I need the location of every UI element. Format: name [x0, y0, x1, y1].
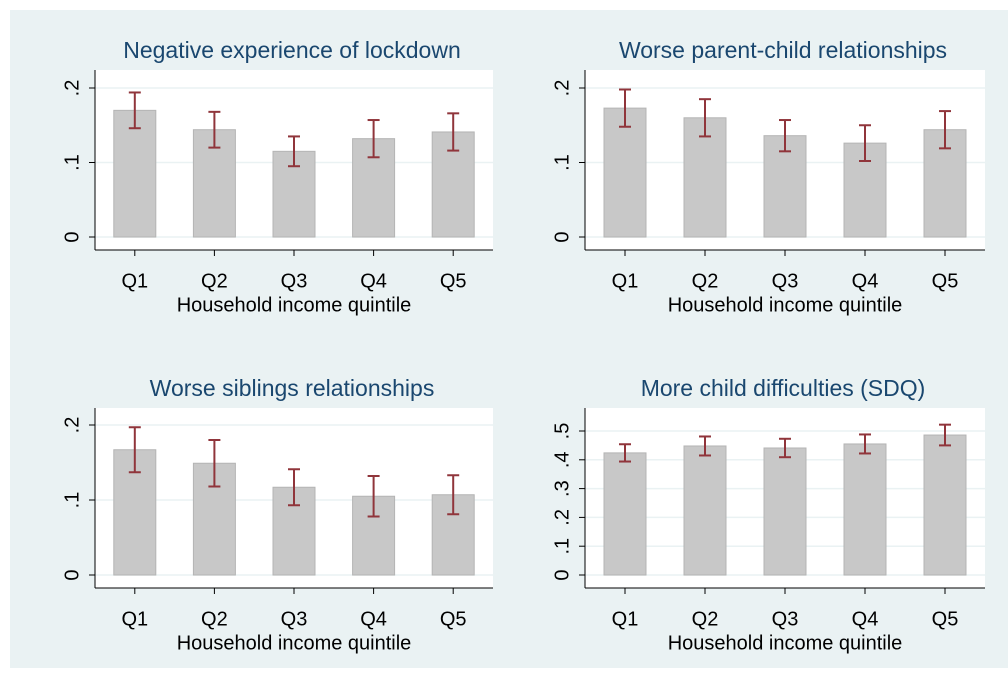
bar: [763, 135, 807, 238]
error-bar: [288, 468, 300, 507]
y-tick-label: .1: [551, 154, 573, 171]
y-tick-label: .2: [551, 509, 573, 526]
x-tick-label: Q2: [692, 608, 719, 630]
error-bar: [128, 91, 141, 130]
bar: [923, 434, 967, 576]
x-tick-label: Q5: [440, 270, 467, 292]
y-tick-label: 0: [551, 569, 573, 580]
chart-title: Worse parent-child relationships: [619, 37, 947, 63]
y-tick-label: .5: [551, 423, 573, 440]
y-tick-label: 0: [551, 231, 573, 242]
x-tick-label: Q4: [360, 270, 387, 292]
bar: [603, 452, 647, 576]
bar: [683, 117, 727, 238]
bar: [843, 142, 887, 238]
x-tick-label: Q1: [612, 270, 639, 292]
x-tick-label: Q3: [772, 270, 799, 292]
bar: [683, 445, 727, 576]
x-axis-title: Household income quintile: [177, 294, 412, 316]
chart-title: More child difficulties (SDQ): [641, 375, 926, 401]
x-tick-label: Q1: [121, 270, 148, 292]
x-tick-label: Q5: [932, 270, 959, 292]
x-tick-label: Q5: [932, 608, 959, 630]
x-axis-title: Household income quintile: [177, 632, 412, 654]
y-tick-label: 0: [61, 231, 83, 242]
x-tick-label: Q4: [852, 608, 879, 630]
y-tick-label: .2: [61, 80, 83, 97]
x-tick-label: Q3: [281, 270, 308, 292]
error-bar: [699, 435, 711, 457]
error-bar: [447, 474, 460, 516]
error-bar: [939, 110, 951, 150]
bar: [763, 447, 807, 576]
chart-title: Negative experience of lockdown: [123, 37, 461, 63]
x-tick-label: Q3: [772, 608, 799, 630]
error-bar: [208, 110, 221, 149]
y-tick-label: .1: [61, 154, 83, 171]
error-bar: [779, 119, 791, 153]
x-tick-label: Q3: [281, 608, 308, 630]
bar: [113, 109, 157, 238]
x-tick-label: Q2: [692, 270, 719, 292]
error-bar: [939, 423, 951, 447]
error-bar: [447, 112, 460, 152]
error-bar: [367, 475, 380, 518]
y-tick-label: .3: [551, 480, 573, 497]
error-bar: [619, 88, 631, 128]
y-tick-label: .2: [61, 417, 83, 434]
bar: [843, 443, 887, 576]
error-bar: [619, 443, 631, 463]
error-bar: [779, 437, 791, 459]
error-bar: [699, 98, 711, 138]
x-tick-label: Q4: [852, 270, 879, 292]
y-tick-label: 0: [61, 569, 83, 580]
x-tick-label: Q5: [440, 608, 467, 630]
error-bar: [859, 124, 871, 163]
error-bar: [288, 135, 300, 168]
x-tick-label: Q1: [121, 608, 148, 630]
error-bar: [367, 119, 380, 159]
chart-title: Worse siblings relationships: [150, 375, 435, 401]
error-bar: [859, 433, 871, 455]
x-tick-label: Q2: [201, 270, 228, 292]
y-tick-label: .2: [551, 80, 573, 97]
y-tick-label: .1: [61, 492, 83, 509]
x-tick-label: Q4: [360, 608, 387, 630]
error-bar: [128, 426, 141, 474]
x-tick-label: Q1: [612, 608, 639, 630]
y-tick-label: .4: [551, 451, 573, 468]
y-tick-label: .1: [551, 538, 573, 555]
x-tick-label: Q2: [201, 608, 228, 630]
x-axis-title: Household income quintile: [668, 632, 903, 654]
x-axis-title: Household income quintile: [668, 294, 903, 316]
error-bar: [208, 439, 221, 488]
